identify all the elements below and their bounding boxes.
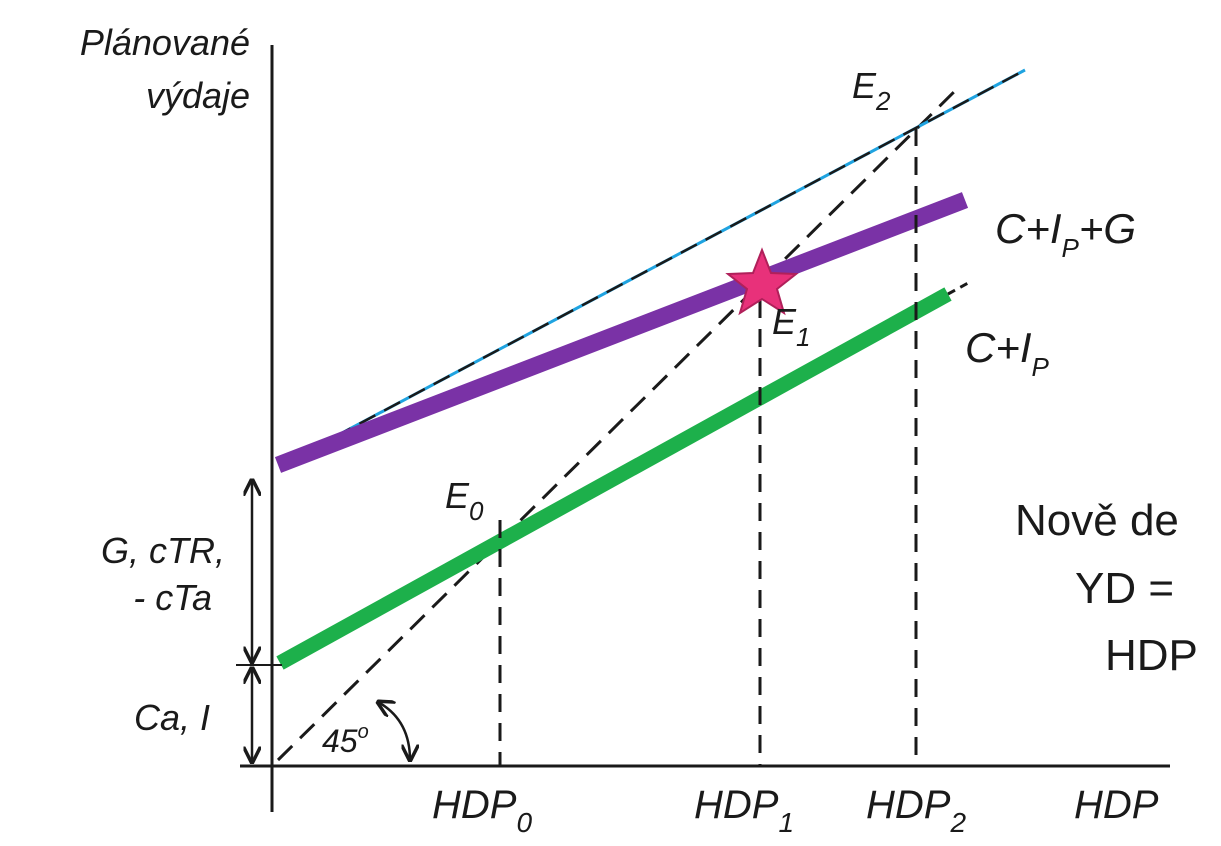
angle-label: 45o (322, 721, 369, 759)
e1-label: E1 (772, 301, 810, 352)
angle-arc (378, 702, 410, 760)
e2-label: E2 (852, 65, 891, 116)
y-axis-label-line2: výdaje (146, 75, 250, 116)
side-text-line1: Nově de (1015, 496, 1179, 545)
hdp0-tick-label: HDP0 (432, 783, 532, 838)
e1-star-marker (725, 247, 799, 316)
c-ip-line-ext (947, 281, 969, 296)
side-text-line3: HDP (1105, 631, 1198, 680)
c-ip-line (276, 287, 952, 670)
new-spending-line-dashed (309, 68, 1026, 452)
c-ip-g-label: C+IP+G (995, 205, 1136, 263)
side-text-line2: YD = (1075, 564, 1174, 613)
upper-bracket-label-line1: G, cTR, (101, 530, 225, 571)
diagonal-45-line (276, 84, 962, 762)
hdp2-tick-label: HDP2 (866, 783, 966, 838)
c-ip-g-line (274, 192, 969, 473)
c-ip-label: C+IP (965, 324, 1050, 382)
x-axis-label: HDP (1074, 783, 1159, 827)
lower-bracket-label: Ca, I (134, 697, 210, 738)
y-axis-label-line1: Plánované (80, 22, 250, 63)
e0-label: E0 (445, 475, 484, 526)
hdp1-tick-label: HDP1 (694, 783, 794, 838)
upper-bracket-label-line2: - cTa (133, 577, 212, 618)
